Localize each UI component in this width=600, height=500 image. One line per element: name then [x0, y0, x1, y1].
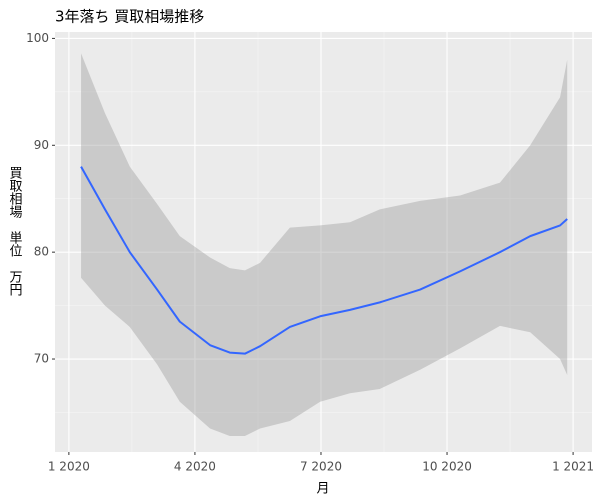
x-tick-label: 1 2021	[552, 460, 594, 474]
y-axis-title: 買取相場 単位 万円	[7, 166, 23, 296]
y-tick-label: 70	[34, 352, 49, 366]
smooth-line	[80, 166, 568, 355]
x-tick-label: 10 2020	[422, 460, 472, 474]
x-tick-label: 7 2020	[300, 460, 342, 474]
y-tick-label: 80	[34, 245, 49, 259]
chart-title: 3年落ち 買取相場推移	[55, 8, 204, 26]
x-axis-title: 月	[316, 482, 329, 497]
y-tick-label: 100	[26, 31, 49, 45]
x-tick-label: 4 2020	[174, 460, 216, 474]
panel	[55, 32, 592, 452]
x-tick-label: 1 2020	[48, 460, 90, 474]
y-tick-label: 90	[34, 138, 49, 152]
